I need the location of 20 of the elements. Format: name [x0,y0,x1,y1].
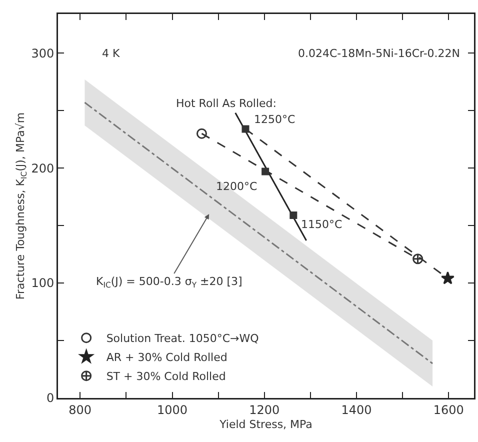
annotation: 1250°C [254,113,296,126]
legend-label: Solution Treat. 1050°C→WQ [106,332,260,346]
y-tick-label: 0 [46,391,54,406]
y-tick-label: 300 [31,46,54,60]
legend-label: AR + 30% Cold Rolled [106,351,228,364]
x-tick-label: 1000 [156,402,188,417]
annotation: 1200°C [216,180,258,193]
annotation: Hot Roll As Rolled: [176,97,276,110]
x-tick-label: 1200 [249,402,280,417]
annotation: 0.024C-18Mn-5Ni-16Cr-0.22N [298,47,460,60]
x-axis-title: Yield Stress, MPa [218,418,312,431]
x-tick-label: 1400 [341,402,372,417]
x-tick-label: 800 [68,402,92,417]
x-tick-label: 1600 [433,402,464,417]
y-tick-label: 100 [31,276,54,290]
annotation: 1150°C [301,218,342,231]
annotation: K$_{IC}$(J) = 500-0.3 σ$_{Y}$ ±20 [3] [96,275,242,290]
annotation: 4 K [102,47,120,60]
legend-label: ST + 30% Cold Rolled [106,370,226,384]
y-tick-label: 200 [31,161,54,176]
